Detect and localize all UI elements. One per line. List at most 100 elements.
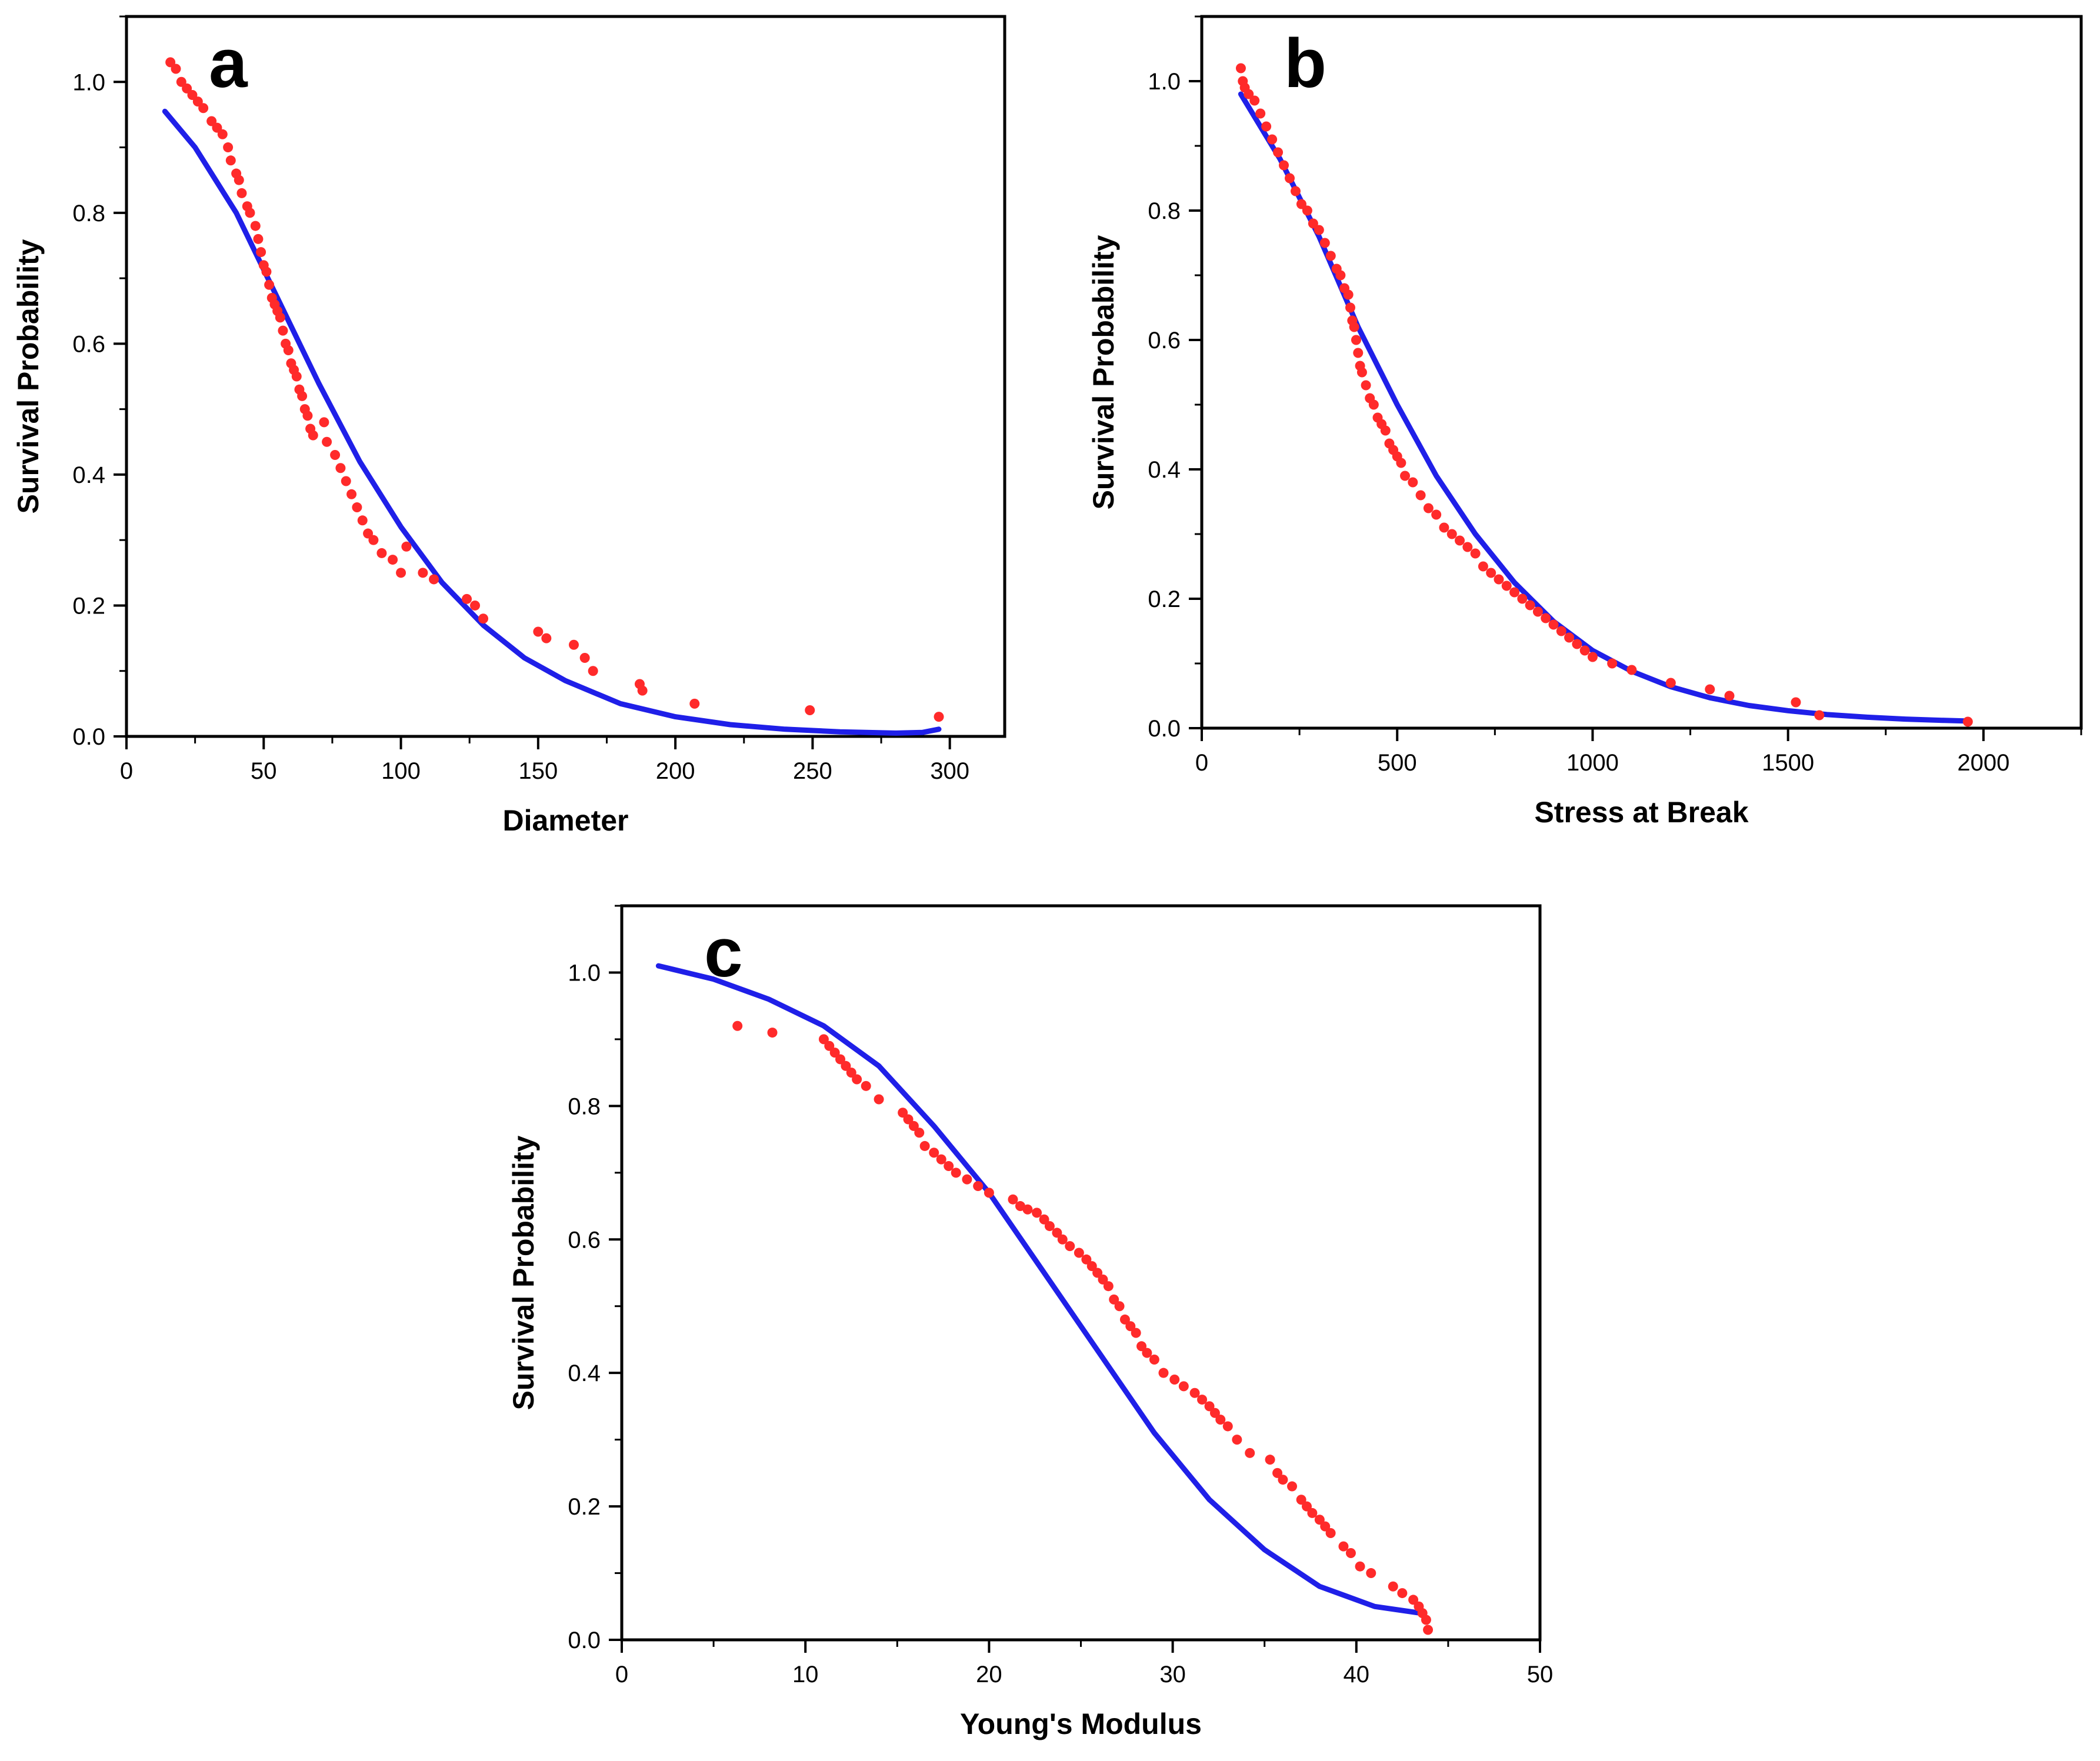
data-point: [874, 1094, 884, 1105]
x-axis-title: Stress at Break: [1534, 796, 1748, 829]
data-point: [1501, 581, 1512, 591]
x-axis-title: Diameter: [503, 804, 629, 837]
y-tick-label: 1.0: [72, 69, 105, 95]
y-tick-label: 1.0: [568, 960, 601, 986]
data-point: [1335, 270, 1346, 281]
data-point: [929, 1148, 939, 1158]
data-point: [1149, 1354, 1159, 1365]
data-point: [1287, 1481, 1298, 1492]
data-point: [852, 1074, 862, 1085]
data-point: [363, 528, 374, 539]
data-point: [1962, 716, 1973, 727]
data-point: [1397, 1588, 1408, 1599]
data-point: [1008, 1194, 1018, 1205]
data-point: [1408, 1595, 1419, 1605]
data-point: [1265, 1455, 1275, 1465]
data-point: [1356, 367, 1367, 378]
data-point: [335, 463, 346, 473]
data-point: [429, 574, 439, 585]
x-tick-label: 1000: [1566, 750, 1619, 776]
y-tick-label: 0.0: [72, 724, 105, 750]
data-point: [1314, 1515, 1325, 1525]
fit-curve: [1238, 91, 1971, 724]
data-point: [637, 685, 648, 696]
x-tick-label: 50: [251, 758, 277, 784]
data-point: [1320, 1521, 1331, 1532]
x-tick-label: 0: [615, 1662, 628, 1687]
data-point: [846, 1068, 856, 1078]
data-point: [568, 639, 579, 650]
data-point: [223, 142, 234, 153]
data-point: [245, 208, 255, 218]
plot-frame: [125, 15, 1006, 738]
data-point: [1261, 121, 1272, 132]
data-point: [1509, 587, 1520, 598]
data-point: [1215, 1415, 1226, 1425]
x-tick-label: 2000: [1957, 750, 2009, 776]
data-point: [533, 626, 544, 637]
panel-letter: a: [209, 25, 248, 102]
data-point: [1158, 1368, 1169, 1378]
data-point: [1548, 619, 1559, 630]
data-point: [898, 1108, 908, 1118]
data-point: [1189, 1388, 1200, 1398]
y-axis-title: Survival Probability: [12, 239, 45, 513]
data-point: [1439, 522, 1449, 533]
data-point: [278, 325, 288, 336]
data-point: [1272, 1468, 1283, 1478]
data-point: [1724, 691, 1735, 701]
y-tick-label: 0.6: [72, 331, 105, 357]
x-tick-label: 150: [518, 758, 558, 784]
y-tick-label: 0.0: [1148, 716, 1181, 742]
data-point: [1169, 1375, 1180, 1385]
data-point: [934, 712, 944, 722]
data-point: [1338, 1541, 1349, 1552]
data-point: [330, 450, 341, 461]
data-point: [1349, 322, 1359, 332]
data-point: [1388, 1581, 1398, 1592]
data-point: [1517, 593, 1528, 604]
y-tick-label: 0.4: [72, 462, 105, 488]
data-point: [1065, 1241, 1075, 1252]
data-point: [1136, 1341, 1147, 1352]
data-point: [1296, 1495, 1306, 1505]
data-point: [1478, 561, 1488, 572]
data-point: [944, 1160, 954, 1171]
data-point: [1086, 1261, 1097, 1272]
x-tick-label: 100: [381, 758, 421, 784]
data-point: [1103, 1281, 1114, 1292]
data-point: [1366, 1568, 1376, 1579]
x-tick-label: 10: [792, 1662, 819, 1687]
data-point: [1125, 1321, 1136, 1332]
data-point: [588, 666, 598, 676]
data-point: [1455, 535, 1465, 546]
data-point: [236, 188, 247, 198]
data-point: [689, 698, 700, 709]
x-tick-label: 30: [1159, 1662, 1186, 1687]
data-point: [1319, 238, 1330, 248]
panel-letter: b: [1284, 25, 1326, 102]
data-point: [903, 1114, 914, 1125]
data-point: [253, 234, 264, 244]
data-point: [1587, 652, 1598, 662]
data-point: [1307, 1507, 1318, 1518]
data-point: [322, 436, 332, 447]
data-point: [462, 593, 472, 604]
data-point: [1114, 1301, 1125, 1312]
x-tick-label: 0: [120, 758, 133, 784]
data-point: [352, 502, 362, 513]
chart-panel-a: 0 50 100 150 200 250 300 0.0 0.2 0.4 0.6 0.8 1.0 Diam…: [12, 15, 1006, 837]
data-point: [1142, 1348, 1152, 1358]
data-point: [396, 568, 406, 578]
data-point: [308, 430, 318, 441]
data-point: [835, 1054, 846, 1065]
data-point: [951, 1168, 961, 1178]
data-point: [171, 64, 181, 74]
data-point: [1052, 1228, 1062, 1238]
data-point: [1564, 632, 1575, 643]
y-tick-label: 0.8: [568, 1093, 601, 1119]
data-point: [1273, 147, 1284, 158]
data-point: [1232, 1435, 1242, 1445]
data-point: [234, 175, 244, 185]
data-point: [176, 76, 186, 87]
